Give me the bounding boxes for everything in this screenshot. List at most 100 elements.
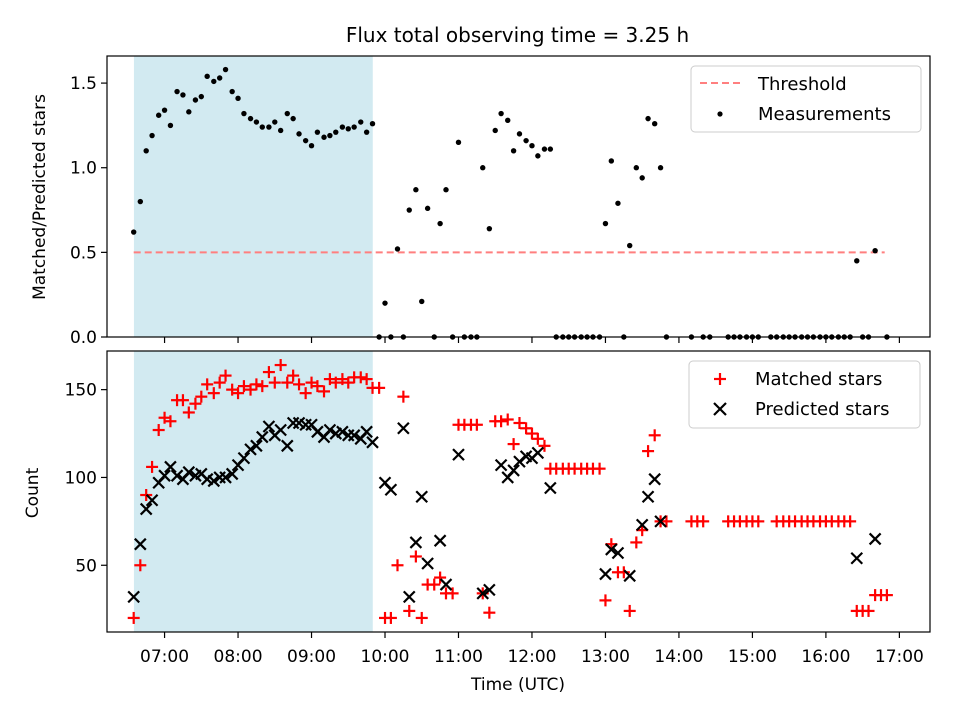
matched-point bbox=[189, 397, 202, 410]
predicted-point bbox=[182, 465, 196, 479]
measurement-point bbox=[510, 148, 517, 154]
chart-title: Flux total observing time = 3.25 h bbox=[346, 23, 689, 47]
measurement-point bbox=[523, 137, 529, 144]
x-tick-label: 09:00 bbox=[287, 647, 336, 667]
predicted-point bbox=[139, 502, 153, 516]
measurement-point bbox=[486, 225, 493, 232]
top-y-tick-label: 1.5 bbox=[70, 74, 97, 94]
matched-point bbox=[415, 611, 428, 624]
matched-point bbox=[311, 380, 324, 393]
measurement-point bbox=[290, 115, 296, 122]
measurement-point bbox=[627, 242, 633, 249]
matched-point bbox=[446, 587, 459, 600]
measurement-point bbox=[149, 132, 155, 139]
matched-point bbox=[880, 589, 893, 602]
matched-point bbox=[520, 422, 533, 435]
predicted-point bbox=[483, 583, 496, 597]
measurement-point bbox=[229, 88, 235, 95]
measurement-point bbox=[608, 158, 615, 164]
matched-point bbox=[483, 606, 496, 619]
matched-point bbox=[538, 439, 551, 452]
measurement-point bbox=[130, 229, 137, 235]
predicted-point bbox=[476, 587, 490, 600]
predicted-point bbox=[611, 546, 625, 560]
measurement-point bbox=[155, 112, 162, 118]
measurement-point bbox=[363, 129, 370, 135]
measurement-point bbox=[455, 139, 462, 146]
measurement-point bbox=[437, 220, 443, 227]
measurement-point bbox=[222, 66, 229, 73]
predicted-point bbox=[170, 469, 184, 482]
matched-point bbox=[507, 438, 520, 451]
matched-point bbox=[599, 594, 612, 607]
measurement-point bbox=[308, 143, 315, 149]
measurement-point bbox=[345, 126, 351, 132]
predicted-point bbox=[244, 443, 257, 456]
top-ylabel: Matched/Predicted stars bbox=[30, 94, 50, 300]
matched-point bbox=[373, 381, 386, 394]
top-y-axis: 0.0 0.5 1.0 1.5 bbox=[70, 74, 107, 348]
x-tick-label: 12:00 bbox=[507, 647, 556, 667]
matched-point bbox=[513, 417, 526, 430]
matched-point bbox=[293, 378, 306, 391]
matched-point bbox=[140, 489, 153, 502]
measurement-point bbox=[277, 127, 284, 134]
matched-point bbox=[329, 376, 342, 389]
matched-point bbox=[244, 383, 257, 396]
predicted-point bbox=[127, 590, 140, 604]
legend-matched-swatch bbox=[714, 373, 726, 385]
x-tick-label: 10:00 bbox=[361, 647, 410, 667]
bottom-ylabel: Count bbox=[23, 467, 43, 518]
predicted-point bbox=[164, 460, 177, 474]
matched-point bbox=[495, 415, 508, 428]
measurement-point bbox=[394, 246, 401, 252]
predicted-point bbox=[850, 551, 864, 565]
measurement-point bbox=[204, 73, 210, 80]
measurement-point bbox=[253, 119, 260, 125]
matched-point bbox=[648, 429, 661, 442]
bottom-shaded-span bbox=[133, 351, 373, 632]
measurement-point bbox=[657, 165, 664, 171]
bottom-x-axis: 07:00 08:00 09:00 10:00 11:00 12:00 13:00 14:00… bbox=[140, 632, 924, 667]
matched-point bbox=[207, 387, 220, 400]
measurement-point bbox=[498, 110, 504, 117]
predicted-point bbox=[531, 446, 545, 460]
matched-point bbox=[844, 515, 857, 528]
measurement-point bbox=[516, 131, 523, 137]
predicted-point bbox=[219, 471, 232, 484]
matched-point bbox=[630, 536, 643, 549]
matched-point bbox=[397, 390, 410, 403]
measurement-point bbox=[327, 132, 333, 139]
matched-point bbox=[617, 566, 630, 579]
matched-point bbox=[409, 550, 422, 563]
predicted-point bbox=[415, 490, 429, 504]
bottom-legend: Matched stars Predicted stars bbox=[688, 360, 921, 429]
measurement-point bbox=[321, 134, 327, 140]
measurement-point bbox=[645, 115, 651, 122]
top-y-tick-label: 0.5 bbox=[70, 243, 97, 263]
matched-point bbox=[268, 376, 281, 389]
matched-point bbox=[862, 604, 875, 617]
measurement-point bbox=[186, 109, 192, 115]
predicted-point bbox=[256, 430, 269, 444]
bottom-panel: 50 100 150 07:00 08:00 09:00 10:00 11:00 12:00 1… bbox=[23, 350, 931, 695]
measurement-point bbox=[192, 97, 199, 103]
predicted-point bbox=[544, 481, 557, 495]
matched-point bbox=[127, 611, 140, 624]
predicted-point bbox=[250, 439, 263, 453]
predicted-point bbox=[402, 590, 416, 604]
top-legend-box bbox=[690, 65, 922, 133]
bottom-y-tick-label: 100 bbox=[65, 468, 97, 488]
measurement-point bbox=[272, 119, 278, 125]
predicted-point bbox=[421, 557, 434, 570]
matched-series bbox=[127, 359, 893, 624]
matched-point bbox=[360, 373, 373, 386]
measurement-point bbox=[424, 205, 431, 212]
predicted-point bbox=[648, 472, 661, 486]
measurement-point bbox=[180, 92, 186, 98]
predicted-point bbox=[409, 536, 423, 549]
predicted-point bbox=[439, 578, 453, 591]
matched-point bbox=[531, 432, 544, 445]
measurement-point bbox=[216, 75, 223, 81]
measurement-point bbox=[198, 93, 205, 100]
